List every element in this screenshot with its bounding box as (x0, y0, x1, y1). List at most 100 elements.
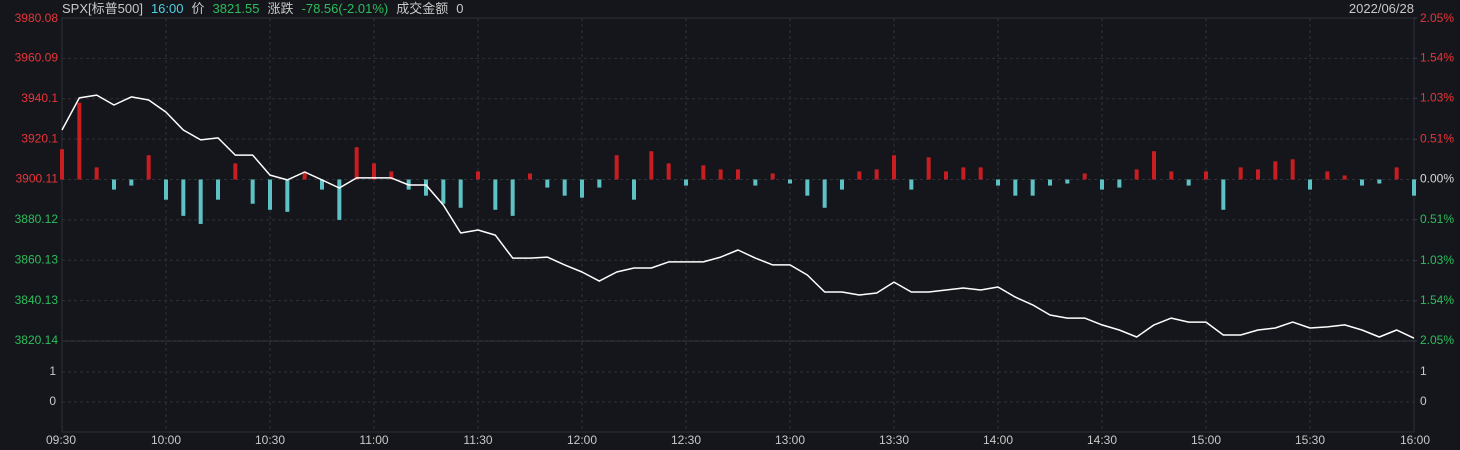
bar (1100, 179, 1104, 190)
header: SPX[标普500] 16:00 价 3821.55 涨跌 -78.56(-2.01%) 成… (62, 0, 1414, 18)
y2-tick-label: 1.03% (1420, 91, 1454, 105)
bar (372, 163, 376, 180)
bar (1412, 179, 1416, 196)
bar (1394, 167, 1399, 180)
bar (753, 179, 758, 186)
bar (441, 179, 446, 204)
bar (1273, 161, 1278, 180)
change-label: 涨跌 (267, 1, 294, 16)
bar (1238, 167, 1243, 180)
bar (597, 179, 602, 188)
y-tick-label: 3960.09 (15, 51, 59, 65)
bar (840, 179, 844, 190)
bar (822, 179, 827, 208)
bar (666, 163, 671, 180)
x-tick-label: 12:00 (567, 433, 597, 447)
bar (736, 169, 740, 180)
change: -78.56(-2.01%) (301, 1, 389, 16)
vol-tick-label: 0 (1420, 394, 1427, 408)
bar (805, 179, 810, 196)
bar (60, 149, 64, 180)
bar (701, 165, 706, 180)
x-tick-label: 15:00 (1191, 433, 1221, 447)
bar (909, 179, 914, 190)
bar (424, 179, 428, 196)
bar (285, 179, 290, 212)
bar (94, 167, 99, 180)
bar (1152, 151, 1156, 180)
bar (857, 171, 862, 180)
bar (1030, 179, 1035, 196)
x-tick-label: 10:00 (151, 433, 181, 447)
bar (1082, 173, 1087, 180)
bar (250, 179, 255, 204)
bar (493, 179, 498, 210)
date: 2022/06/28 (1348, 1, 1414, 16)
bar (1186, 179, 1191, 186)
bar (1360, 179, 1364, 186)
bar (268, 179, 272, 210)
bar (1256, 169, 1260, 180)
bar (337, 179, 342, 220)
bar (458, 179, 463, 208)
bar (181, 179, 186, 216)
bar (926, 157, 931, 180)
bar (1325, 171, 1330, 180)
bar (632, 179, 636, 200)
bar (129, 179, 134, 186)
bar (788, 179, 792, 184)
y-tick-label: 3900.11 (16, 172, 59, 186)
bar (216, 179, 220, 200)
x-tick-label: 13:30 (879, 433, 909, 447)
vol-tick-label: 1 (49, 364, 56, 378)
bar (164, 179, 168, 200)
bar (146, 155, 151, 180)
bar (1221, 179, 1226, 210)
price-label: 价 (191, 1, 205, 16)
x-tick-label: 11:30 (463, 433, 492, 447)
y2-tick-label: 0.00% (1420, 172, 1454, 186)
bar (1204, 171, 1208, 180)
bar (892, 155, 896, 180)
x-tick-label: 16:00 (1400, 433, 1430, 447)
bar (528, 173, 532, 180)
bar (320, 179, 324, 190)
bar (233, 163, 238, 180)
bar (1013, 179, 1018, 196)
bar (562, 179, 567, 196)
vol-tick-label: 0 (49, 394, 56, 408)
y-tick-label: 3920.1 (21, 131, 58, 145)
x-tick-label: 12:30 (671, 433, 701, 447)
bar (1342, 175, 1347, 180)
bar (112, 179, 116, 190)
price-line (61, 94, 1415, 339)
x-tick-label: 11:00 (359, 433, 388, 447)
x-tick-label: 15:30 (1295, 433, 1325, 447)
y2-tick-label: 0.51% (1420, 131, 1454, 145)
bar (354, 147, 359, 180)
bar (718, 169, 723, 180)
bar (1048, 179, 1052, 186)
amount-label: 成交金额 (396, 1, 449, 16)
bar (580, 179, 584, 198)
bar (614, 155, 619, 180)
bar (476, 171, 480, 180)
y2-tick-label: 2.05% (1420, 333, 1454, 347)
bar (996, 179, 1000, 186)
y-tick-label: 3860.13 (15, 252, 59, 266)
bar (649, 151, 654, 180)
bar (684, 179, 688, 186)
bar (302, 171, 307, 180)
plot-frame (61, 17, 1415, 433)
bar (389, 171, 394, 180)
bar (1169, 171, 1174, 180)
bar (874, 169, 879, 180)
bar (944, 171, 948, 180)
y2-tick-label: 1.03% (1420, 253, 1454, 267)
bar (1065, 179, 1070, 184)
bar (198, 179, 203, 224)
bar (545, 179, 550, 188)
bar (961, 167, 966, 180)
